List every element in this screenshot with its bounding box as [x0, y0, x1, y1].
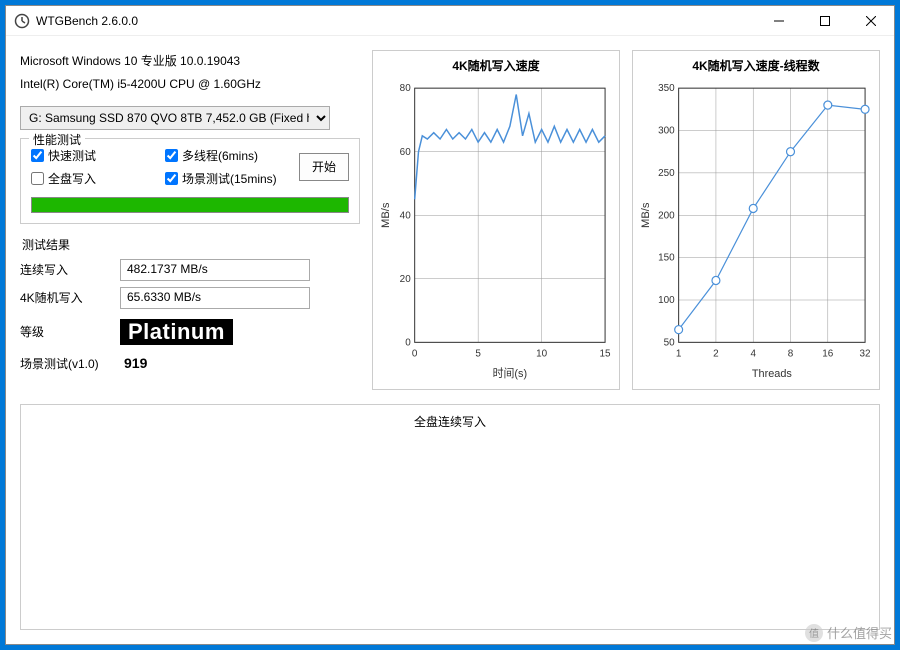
svg-text:350: 350	[658, 83, 675, 94]
results-title: 测试结果	[22, 236, 360, 253]
start-button[interactable]: 开始	[299, 153, 349, 181]
svg-text:2: 2	[713, 348, 719, 359]
svg-text:200: 200	[658, 210, 675, 221]
chart2-panel: 4K随机写入速度-线程数 50 100 150 200 250 300 350 1 2 4 8 16 3…	[632, 50, 880, 390]
rand4k-value: 65.6330 MB/s	[120, 287, 310, 309]
seq-write-value: 482.1737 MB/s	[120, 259, 310, 281]
svg-text:80: 80	[400, 83, 411, 94]
rand4k-label: 4K随机写入	[20, 289, 120, 306]
svg-text:0: 0	[412, 348, 418, 359]
titlebar: WTGBench 2.6.0.0	[6, 6, 894, 36]
rating-value: Platinum	[120, 319, 233, 345]
svg-text:0: 0	[405, 337, 411, 348]
perf-test-group: 性能测试 快速测试 多线程(6mins) 开始 全盘写入 场景测试(15mins…	[20, 138, 360, 224]
app-window: WTGBench 2.6.0.0 Microsoft Windows 10 专业…	[5, 5, 895, 645]
chart2-title: 4K随机写入速度-线程数	[637, 57, 875, 74]
results-section: 测试结果 连续写入 482.1737 MB/s 4K随机写入 65.6330 M…	[20, 228, 360, 372]
os-info: Microsoft Windows 10 专业版 10.0.19043	[20, 50, 360, 73]
multithread-checkbox[interactable]: 多线程(6mins)	[165, 147, 291, 164]
svg-text:32: 32	[860, 348, 871, 359]
progress-bar	[31, 197, 349, 213]
scenario-label: 场景测试(v1.0)	[20, 355, 120, 372]
svg-text:1: 1	[676, 348, 682, 359]
svg-text:时间(s): 时间(s)	[493, 367, 527, 380]
svg-text:20: 20	[400, 274, 411, 285]
svg-text:MB/s: MB/s	[380, 202, 392, 228]
chart2-svg: 50 100 150 200 250 300 350 1 2 4 8 16 32 Threads MB/s	[637, 78, 875, 383]
svg-text:Threads: Threads	[752, 368, 792, 380]
close-button[interactable]	[848, 6, 894, 36]
chart1-svg: 0 20 40 60 80 0 5 10 15 时间(s) MB/s	[377, 78, 615, 383]
drive-select[interactable]: G: Samsung SSD 870 QVO 8TB 7,452.0 GB (F…	[20, 106, 330, 130]
svg-text:4: 4	[750, 348, 756, 359]
content-area: Microsoft Windows 10 专业版 10.0.19043 Inte…	[6, 36, 894, 644]
window-controls	[756, 6, 894, 36]
system-info: Microsoft Windows 10 专业版 10.0.19043 Inte…	[20, 50, 360, 96]
maximize-button[interactable]	[802, 6, 848, 36]
full-write-checkbox[interactable]: 全盘写入	[31, 170, 157, 187]
cpu-info: Intel(R) Core(TM) i5-4200U CPU @ 1.60GHz	[20, 73, 360, 96]
svg-text:100: 100	[658, 295, 675, 306]
app-icon	[14, 13, 30, 29]
svg-text:150: 150	[658, 253, 675, 264]
chart1-title: 4K随机写入速度	[377, 57, 615, 74]
scenario-value: 919	[124, 355, 147, 371]
rating-label: 等级	[20, 323, 120, 340]
svg-text:16: 16	[822, 348, 833, 359]
svg-text:60: 60	[400, 147, 411, 158]
quick-test-checkbox[interactable]: 快速测试	[31, 147, 157, 164]
seq-write-label: 连续写入	[20, 261, 120, 278]
bottom-panel: 全盘连续写入	[20, 404, 880, 630]
svg-text:250: 250	[658, 168, 675, 179]
top-row: Microsoft Windows 10 专业版 10.0.19043 Inte…	[20, 50, 880, 390]
left-panel: Microsoft Windows 10 专业版 10.0.19043 Inte…	[20, 50, 360, 390]
bottom-title: 全盘连续写入	[29, 413, 871, 430]
minimize-button[interactable]	[756, 6, 802, 36]
chart1-panel: 4K随机写入速度 0 20 40 60 80 0 5 10 15 时间(s) MB/s	[372, 50, 620, 390]
svg-text:40: 40	[400, 210, 411, 221]
svg-text:50: 50	[664, 337, 675, 348]
svg-text:8: 8	[788, 348, 794, 359]
svg-text:300: 300	[658, 125, 675, 136]
svg-text:15: 15	[600, 348, 611, 359]
window-title: WTGBench 2.6.0.0	[36, 14, 756, 28]
svg-text:5: 5	[475, 348, 481, 359]
scenario-checkbox[interactable]: 场景测试(15mins)	[165, 170, 291, 187]
perf-group-title: 性能测试	[29, 131, 85, 148]
svg-text:10: 10	[536, 348, 547, 359]
svg-text:MB/s: MB/s	[640, 202, 652, 228]
